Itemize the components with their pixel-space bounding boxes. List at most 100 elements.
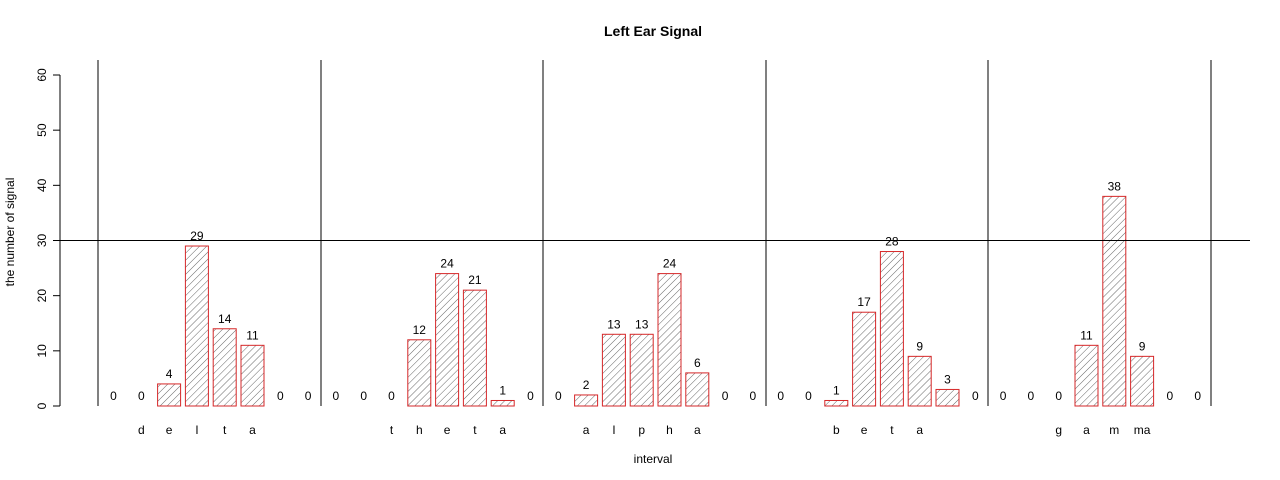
bar-value-label: 13: [607, 317, 621, 331]
bar-category-label: d: [138, 423, 145, 437]
bar-value-label: 14: [218, 312, 232, 326]
bar: [157, 383, 182, 407]
bar: [407, 339, 432, 407]
bar-value-label: 0: [722, 389, 729, 403]
chart-title: Left Ear Signal: [604, 23, 702, 39]
bar: [629, 333, 654, 407]
bar: [935, 388, 960, 407]
bar-value-label: 0: [110, 389, 117, 403]
bar-category-label: a: [499, 423, 506, 437]
bar-category-label: e: [166, 423, 173, 437]
bar: [1074, 344, 1099, 407]
y-tick-label: 40: [35, 178, 49, 192]
bar-value-label: 0: [972, 389, 979, 403]
bar: [184, 245, 209, 407]
bar-value-label: 4: [166, 367, 173, 381]
bar-value-label: 17: [857, 295, 871, 309]
bar-category-label: b: [833, 423, 840, 437]
bar-value-label: 24: [663, 257, 677, 271]
bar-value-label: 0: [360, 389, 367, 403]
bar-value-label: 13: [635, 317, 649, 331]
bar: [240, 344, 265, 407]
bar: [685, 372, 710, 407]
bar: [490, 399, 515, 407]
bar: [601, 333, 626, 407]
bar-category-label: t: [473, 423, 477, 437]
bar-value-label: 0: [527, 389, 534, 403]
y-tick-label: 20: [35, 289, 49, 303]
bar-value-label: 28: [885, 235, 899, 249]
bar-group-alpha: 0 2 a 13 l 13 p 24 h 6 a 0 0: [555, 257, 757, 437]
bar-value-label: 0: [305, 389, 312, 403]
bar: [212, 328, 237, 407]
bar-group-delta: 0 0 d 4 e 29 l 14 t 11 a 0 0: [110, 229, 312, 437]
bar: [657, 273, 682, 407]
y-axis: 0 10 20 30 40 50 60: [35, 68, 61, 409]
bar-value-label: 0: [1055, 389, 1062, 403]
y-axis-label: the number of signal: [3, 178, 17, 287]
bar-value-label: 11: [1080, 328, 1093, 342]
bar: [462, 289, 487, 407]
bar: [574, 394, 599, 407]
bar-value-label: 0: [1167, 389, 1174, 403]
bar-value-label: 1: [499, 383, 506, 397]
bar-group-beta: 0 0 1 b 17 e 28 t 9 a 3 0: [777, 235, 979, 437]
bar-value-label: 0: [388, 389, 395, 403]
bar: [1102, 195, 1127, 407]
bar-group-gamma: 0 0 0 g 11 a 38 m 9 ma 0 0: [1000, 179, 1202, 437]
bar-category-label: e: [861, 423, 868, 437]
bar-category-label: g: [1055, 423, 1062, 437]
bar-value-label: 2: [583, 378, 590, 392]
bar-category-label: m: [1109, 423, 1119, 437]
bar-group-theta: 0 0 0 t 12 h 24 e 21 t 1 a 0: [333, 257, 535, 437]
bar-value-label: 6: [694, 356, 701, 370]
x-axis-label: interval: [634, 452, 673, 466]
y-tick-label: 0: [35, 402, 49, 409]
bar: [879, 251, 904, 407]
bar-value-label: 21: [468, 273, 482, 287]
bar-category-label: ma: [1134, 423, 1151, 437]
bar-value-label: 0: [777, 389, 784, 403]
bar: [435, 273, 460, 407]
bar-category-label: t: [390, 423, 394, 437]
bar: [1130, 355, 1155, 407]
bar-category-label: l: [196, 423, 199, 437]
bar-value-label: 9: [1139, 339, 1146, 353]
bar-value-label: 9: [916, 339, 923, 353]
bar-category-label: a: [916, 423, 923, 437]
bar-category-label: a: [249, 423, 256, 437]
bar-category-label: l: [613, 423, 616, 437]
bar-value-label: 0: [277, 389, 284, 403]
bar-value-label: 0: [1028, 389, 1035, 403]
group-separators: [97, 60, 1212, 406]
bar-category-label: p: [638, 423, 645, 437]
bar-category-label: h: [666, 423, 673, 437]
bar-value-label: 0: [138, 389, 145, 403]
bar-value-label: 29: [190, 229, 204, 243]
bar-value-label: 3: [944, 372, 951, 386]
bar-value-label: 1: [833, 383, 840, 397]
bar-category-label: t: [890, 423, 894, 437]
y-tick-label: 50: [35, 123, 49, 137]
y-tick-label: 10: [35, 344, 49, 358]
bar: [907, 355, 932, 407]
bar-value-label: 0: [555, 389, 562, 403]
y-tick-label: 30: [35, 234, 49, 248]
bar-category-label: e: [444, 423, 451, 437]
bar-value-label: 0: [1194, 389, 1201, 403]
bar-value-label: 12: [413, 323, 427, 337]
y-tick-label: 60: [35, 68, 49, 82]
bar-value-label: 0: [805, 389, 812, 403]
bar: [852, 311, 877, 407]
bar: [824, 399, 849, 407]
bar-value-label: 24: [440, 257, 454, 271]
bar-category-label: a: [694, 423, 701, 437]
bar-value-label: 11: [246, 328, 259, 342]
bar-value-label: 0: [750, 389, 757, 403]
bar-value-label: 38: [1108, 179, 1122, 193]
bar-category-label: t: [223, 423, 227, 437]
bar-value-label: 0: [333, 389, 340, 403]
